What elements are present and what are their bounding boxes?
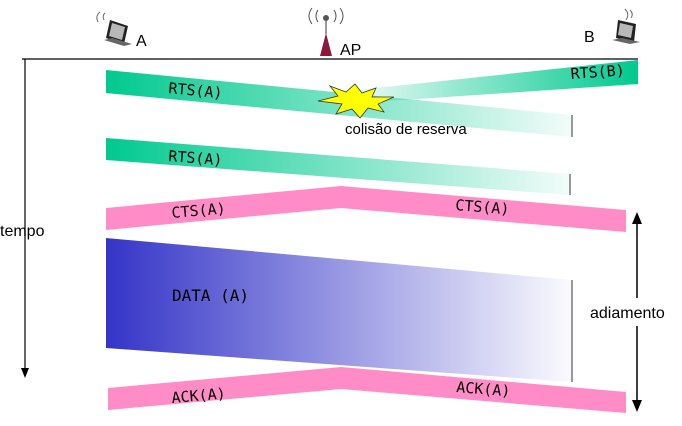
time-axis: tempo <box>0 59 45 378</box>
arrowhead-up <box>632 212 642 224</box>
deferral-label: adiamento <box>590 305 665 322</box>
ap-label: AP <box>340 42 361 59</box>
station-a: A <box>96 11 147 50</box>
cts-left-label: CTS(A) <box>171 199 227 222</box>
laptop-icon <box>96 11 132 46</box>
antenna-icon <box>308 7 344 56</box>
access-point: AP <box>308 7 361 59</box>
time-axis-label: tempo <box>0 223 45 240</box>
station-b-label: B <box>584 29 595 46</box>
rts-a-first-label: RTS(A) <box>168 79 224 102</box>
ack-left-label: ACK(A) <box>171 384 227 407</box>
laptop-icon <box>612 8 640 44</box>
station-a-label: A <box>136 33 147 50</box>
starburst-icon <box>317 83 395 119</box>
data-frame: DATA (A) <box>106 238 573 382</box>
rts-a-frame-second: RTS(A) <box>106 138 571 195</box>
rts-a-second-label: RTS(A) <box>168 147 223 169</box>
rts-b-label: RTS(B) <box>570 61 625 83</box>
time-axis-arrowhead <box>21 368 29 378</box>
data-label: DATA (A) <box>172 286 249 305</box>
ack-right-label: ACK(A) <box>456 378 511 400</box>
rts-b-frame: RTS(B) <box>330 60 638 105</box>
cts-frame: CTS(A) CTS(A) <box>106 186 626 232</box>
collision-label: colisão de reserva <box>345 121 467 138</box>
deferral-arrow: adiamento <box>590 212 665 412</box>
arrowhead-down <box>632 400 642 412</box>
station-b: B <box>584 8 640 46</box>
ack-frame: ACK(A) ACK(A) <box>108 367 626 413</box>
cts-right-label: CTS(A) <box>455 196 510 218</box>
